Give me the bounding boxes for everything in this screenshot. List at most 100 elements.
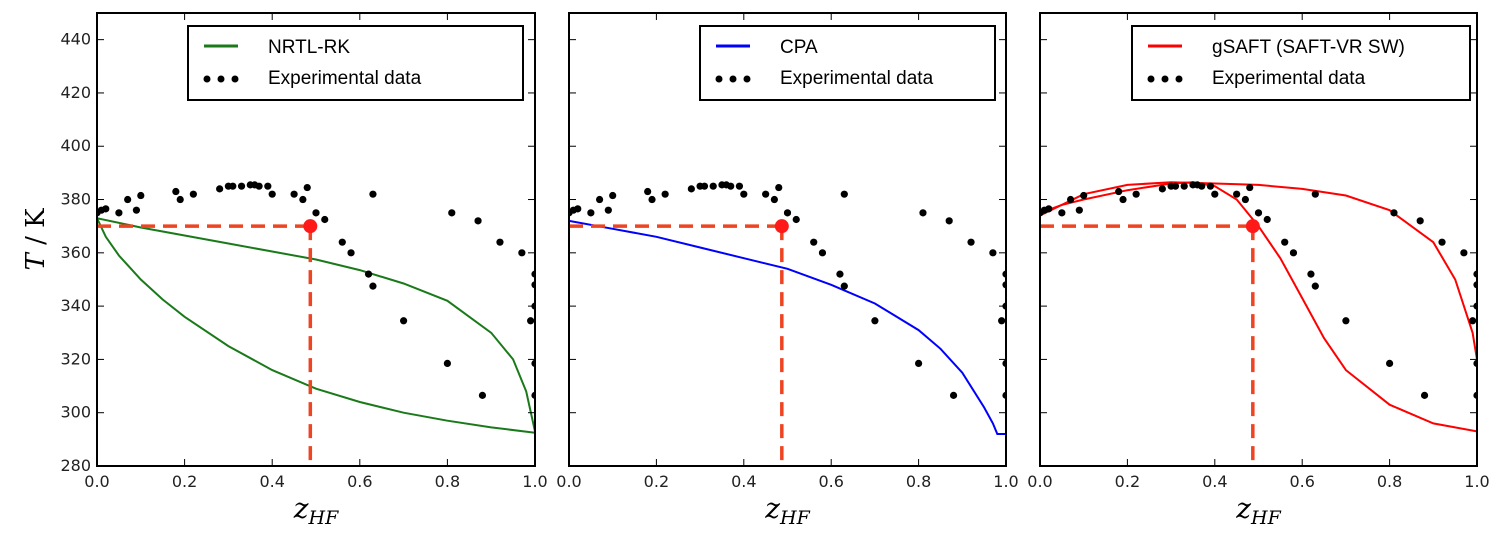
legend-point-swatch: [715, 75, 723, 83]
x-tick-label: 0.0: [556, 472, 581, 491]
x-axis-label: zHF: [1235, 492, 1281, 529]
experimental-point: [1254, 209, 1263, 217]
plot-frame: [568, 12, 1007, 467]
experimental-point: [775, 183, 783, 192]
experimental-point: [1460, 249, 1468, 257]
series-line-1: [1040, 181, 1477, 433]
x-tick-label: 0.0: [1027, 472, 1052, 491]
legend-box: [699, 25, 996, 101]
legend-label-experimental: Experimental data: [268, 68, 422, 89]
plot-area: [97, 181, 535, 434]
experimental-point: [915, 359, 923, 368]
experimental-point: [1311, 190, 1319, 198]
series-line-2: [1040, 181, 1477, 360]
legend-box: [1131, 25, 1471, 101]
experimental-point: [1469, 317, 1477, 325]
experimental-point: [836, 270, 844, 278]
experimental-point: [1180, 182, 1188, 190]
experimental-point: [604, 206, 612, 214]
x-tick-label: 0.6: [818, 472, 843, 491]
experimental-point: [1132, 190, 1140, 198]
experimental-point: [687, 185, 695, 193]
x-tick-label: 0.2: [1115, 472, 1140, 491]
experimental-point: [132, 206, 141, 214]
experimental-point: [735, 182, 744, 190]
experimental-point: [264, 182, 272, 190]
experimental-point: [840, 282, 848, 290]
experimental-point: [1438, 238, 1446, 246]
experimental-point: [347, 249, 355, 257]
legend-point-swatch: [1161, 75, 1169, 83]
experimental-point: [919, 209, 927, 217]
experimental-point: [1246, 183, 1254, 192]
experimental-point: [587, 209, 595, 217]
experimental-point: [1263, 215, 1271, 224]
chart-panel-3: 0.0 0.2 0.4 0.6 0.8 1.0 zHF gSAFT (SAFT-VR SW) E…: [1027, 12, 1490, 529]
experimental-point: [762, 190, 770, 198]
experimental-point: [1080, 191, 1088, 200]
experimental-point: [1115, 187, 1123, 196]
legend-label-model: NRTL-RK: [268, 37, 350, 58]
experimental-point: [474, 217, 482, 225]
experimental-point: [172, 187, 180, 196]
experimental-point: [998, 317, 1006, 325]
experimental-point: [810, 238, 818, 246]
experimental-point: [1066, 195, 1075, 204]
experimental-point: [989, 249, 997, 257]
experimental-point: [783, 209, 792, 217]
experimental-point: [237, 182, 246, 190]
y-axis-label: T / K: [21, 208, 51, 271]
legend-point-swatch: [203, 75, 211, 83]
legend-box: [187, 25, 524, 101]
y-tick-label: 320: [60, 349, 91, 368]
experimental-point: [727, 182, 735, 190]
experimental-point: [949, 391, 958, 399]
reference-point: [303, 219, 318, 234]
y-tick-label: 300: [60, 403, 91, 422]
series-line-1: [569, 219, 1006, 435]
x-tick-label: 0.2: [644, 472, 669, 491]
experimental-point: [1390, 209, 1398, 217]
y-tick-label: 420: [60, 83, 91, 102]
experimental-point: [229, 182, 237, 190]
chart-panel-1: 280 300 320 340 360 380 400 420 440 0.0 0.2 0.4 0.6 0…: [60, 12, 548, 529]
legend-point-swatch: [743, 75, 751, 83]
experimental-point: [478, 391, 487, 399]
series-line-1: [97, 217, 535, 432]
experimental-point: [709, 182, 717, 190]
experimental-point: [1307, 270, 1315, 278]
x-tick-label: 1.0: [993, 472, 1018, 491]
legend-point-swatch: [1147, 75, 1155, 83]
legend-point-swatch: [217, 75, 225, 83]
experimental-point: [1241, 195, 1249, 204]
y-tick-label: 360: [60, 243, 91, 262]
experimental-point: [299, 195, 307, 204]
experimental-point: [648, 195, 656, 204]
experimental-point: [369, 282, 377, 290]
experimental-point: [115, 209, 123, 217]
experimental-point: [290, 190, 298, 198]
y-tick-label: 340: [60, 296, 91, 315]
experimental-point: [1198, 182, 1206, 190]
plot-area: [1040, 181, 1477, 433]
reference-point: [1245, 219, 1260, 234]
experimental-point: [400, 317, 408, 325]
experimental-point: [369, 190, 377, 198]
plot-frame: [96, 12, 536, 467]
x-tick-label: 1.0: [1464, 472, 1489, 491]
legend-point-swatch: [231, 75, 239, 83]
experimental-point: [770, 195, 778, 204]
experimental-point: [818, 249, 827, 257]
x-tick-label: 0.4: [731, 472, 756, 491]
experimental-point: [1342, 317, 1350, 325]
x-tick-label: 0.8: [1377, 472, 1402, 491]
experimental-point: [176, 195, 184, 204]
experimental-point: [1206, 182, 1215, 190]
reference-point: [774, 219, 789, 234]
experimental-point: [312, 209, 320, 217]
plot-area: [569, 181, 1006, 435]
x-tick-label: 0.8: [435, 472, 460, 491]
x-tick-label: 0.2: [172, 472, 197, 491]
experimental-point: [1281, 238, 1289, 246]
legend-label-model: gSAFT (SAFT-VR SW): [1212, 37, 1405, 58]
